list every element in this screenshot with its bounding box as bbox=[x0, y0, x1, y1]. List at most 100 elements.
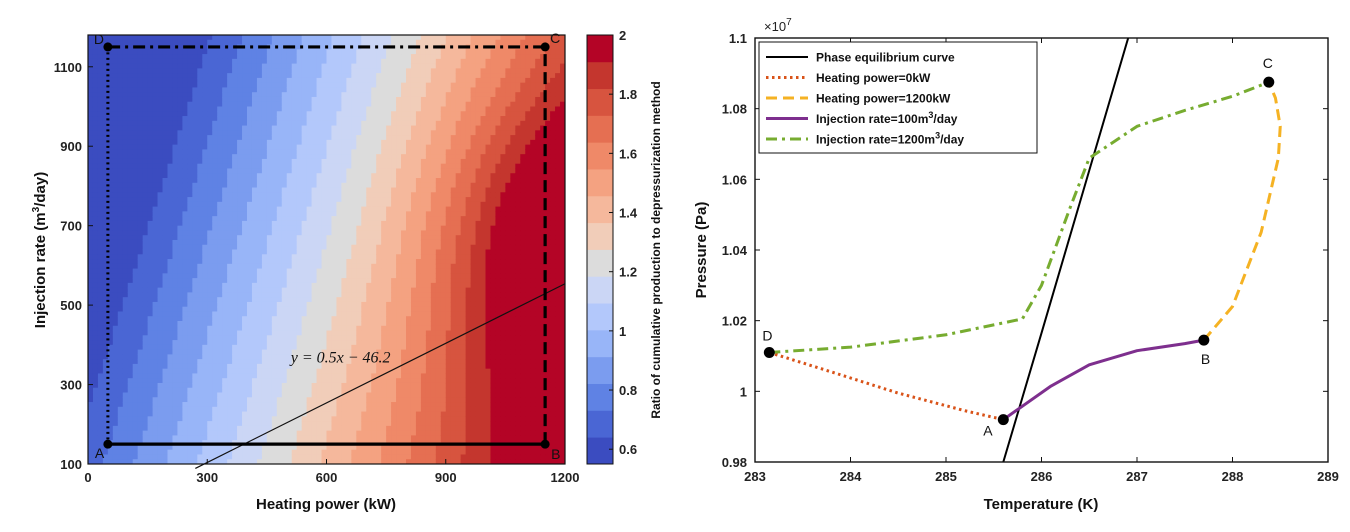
contour-cell bbox=[127, 449, 134, 456]
contour-cell bbox=[92, 239, 99, 246]
contour-cell bbox=[256, 54, 263, 60]
contour-cell bbox=[286, 363, 293, 370]
contour-cell bbox=[251, 197, 258, 203]
contour-cell bbox=[162, 63, 169, 69]
contour-cell bbox=[102, 378, 109, 384]
contour-cell bbox=[97, 268, 104, 274]
contour-cell bbox=[127, 363, 134, 370]
contour-cell bbox=[261, 154, 268, 160]
contour-cell bbox=[207, 382, 213, 389]
contour-cell bbox=[237, 325, 243, 332]
contour-cell bbox=[117, 454, 124, 460]
contour-cell bbox=[321, 406, 328, 413]
contour-cell bbox=[142, 359, 149, 365]
contour-cell bbox=[97, 216, 104, 222]
contour-cell bbox=[356, 201, 362, 208]
contour-cell bbox=[207, 244, 213, 251]
contour-cell bbox=[187, 387, 193, 394]
contour-cell bbox=[251, 73, 258, 79]
contour-cell bbox=[182, 263, 188, 270]
contour-cell bbox=[182, 182, 188, 189]
contour-cell bbox=[346, 82, 352, 89]
contour-cell bbox=[212, 96, 218, 103]
contour-cell bbox=[162, 268, 169, 274]
contour-cell bbox=[281, 378, 288, 384]
contour-cell bbox=[336, 273, 343, 279]
contour-cell bbox=[251, 392, 258, 398]
contour-cell bbox=[167, 273, 174, 279]
contour-cell bbox=[217, 54, 223, 60]
contour-cell bbox=[276, 373, 283, 379]
contour-cell bbox=[172, 239, 179, 246]
contour-cell bbox=[266, 330, 273, 336]
contour-cell bbox=[182, 206, 188, 212]
contour-cell bbox=[331, 425, 338, 432]
contour-cell bbox=[232, 244, 238, 251]
contour-cell bbox=[247, 49, 253, 55]
contour-cell bbox=[137, 225, 144, 232]
contour-cell bbox=[311, 87, 318, 93]
contour-cell bbox=[301, 311, 308, 317]
contour-cell bbox=[112, 321, 119, 327]
contour-cell bbox=[97, 330, 104, 336]
contour-cell bbox=[341, 354, 347, 360]
contour-cell bbox=[281, 116, 288, 122]
contour-cell bbox=[286, 120, 293, 127]
contour-cell bbox=[222, 406, 228, 413]
contour-cell bbox=[321, 130, 328, 136]
contour-cell bbox=[157, 197, 164, 203]
contour-cell bbox=[336, 354, 343, 360]
contour-cell bbox=[276, 335, 283, 341]
contour-cell bbox=[296, 106, 303, 112]
contour-cell bbox=[251, 130, 258, 136]
contour-cell bbox=[88, 239, 94, 246]
contour-cell bbox=[256, 73, 263, 79]
contour-cell bbox=[152, 254, 159, 260]
contour-cell bbox=[356, 292, 362, 298]
contour-cell bbox=[321, 58, 328, 65]
contour-cell bbox=[187, 96, 193, 103]
contour-cell bbox=[92, 363, 99, 370]
contour-cell bbox=[97, 335, 104, 341]
contour-cell bbox=[147, 35, 154, 41]
contour-cell bbox=[92, 368, 99, 375]
contour-cell bbox=[336, 63, 343, 69]
contour-cell bbox=[331, 54, 338, 60]
contour-cell bbox=[336, 382, 343, 389]
contour-cell bbox=[281, 87, 288, 93]
contour-cell bbox=[117, 158, 124, 165]
contour-cell bbox=[291, 368, 298, 375]
contour-cell bbox=[137, 130, 144, 136]
contour-cell bbox=[341, 39, 347, 46]
contour-cell bbox=[157, 430, 164, 436]
contour-cell bbox=[261, 39, 268, 46]
contour-cell bbox=[247, 330, 253, 336]
contour-cell bbox=[197, 96, 203, 103]
contour-cell bbox=[311, 216, 318, 222]
contour-cell bbox=[266, 216, 273, 222]
contour-cell bbox=[291, 454, 298, 460]
contour-cell bbox=[326, 306, 333, 313]
contour-cell bbox=[107, 58, 114, 65]
contour-cell bbox=[281, 454, 288, 460]
contour-cell bbox=[291, 421, 298, 427]
contour-cell bbox=[286, 387, 293, 394]
contour-cell bbox=[301, 168, 308, 174]
contour-cell bbox=[162, 39, 169, 46]
contour-cell bbox=[112, 73, 119, 79]
contour-cell bbox=[157, 340, 164, 346]
contour-cell bbox=[92, 68, 99, 74]
contour-cell bbox=[316, 168, 323, 174]
contour-cell bbox=[296, 278, 303, 284]
contour-cell bbox=[127, 435, 134, 441]
contour-cell bbox=[271, 411, 278, 417]
contour-cell bbox=[137, 311, 144, 317]
contour-cell bbox=[177, 301, 184, 308]
contour-cell bbox=[192, 39, 198, 46]
contour-cell bbox=[261, 35, 268, 41]
contour-cell bbox=[97, 116, 104, 122]
contour-cell bbox=[316, 392, 323, 398]
contour-cell bbox=[207, 282, 213, 289]
contour-cell bbox=[92, 49, 99, 55]
contour-cell bbox=[251, 82, 258, 89]
